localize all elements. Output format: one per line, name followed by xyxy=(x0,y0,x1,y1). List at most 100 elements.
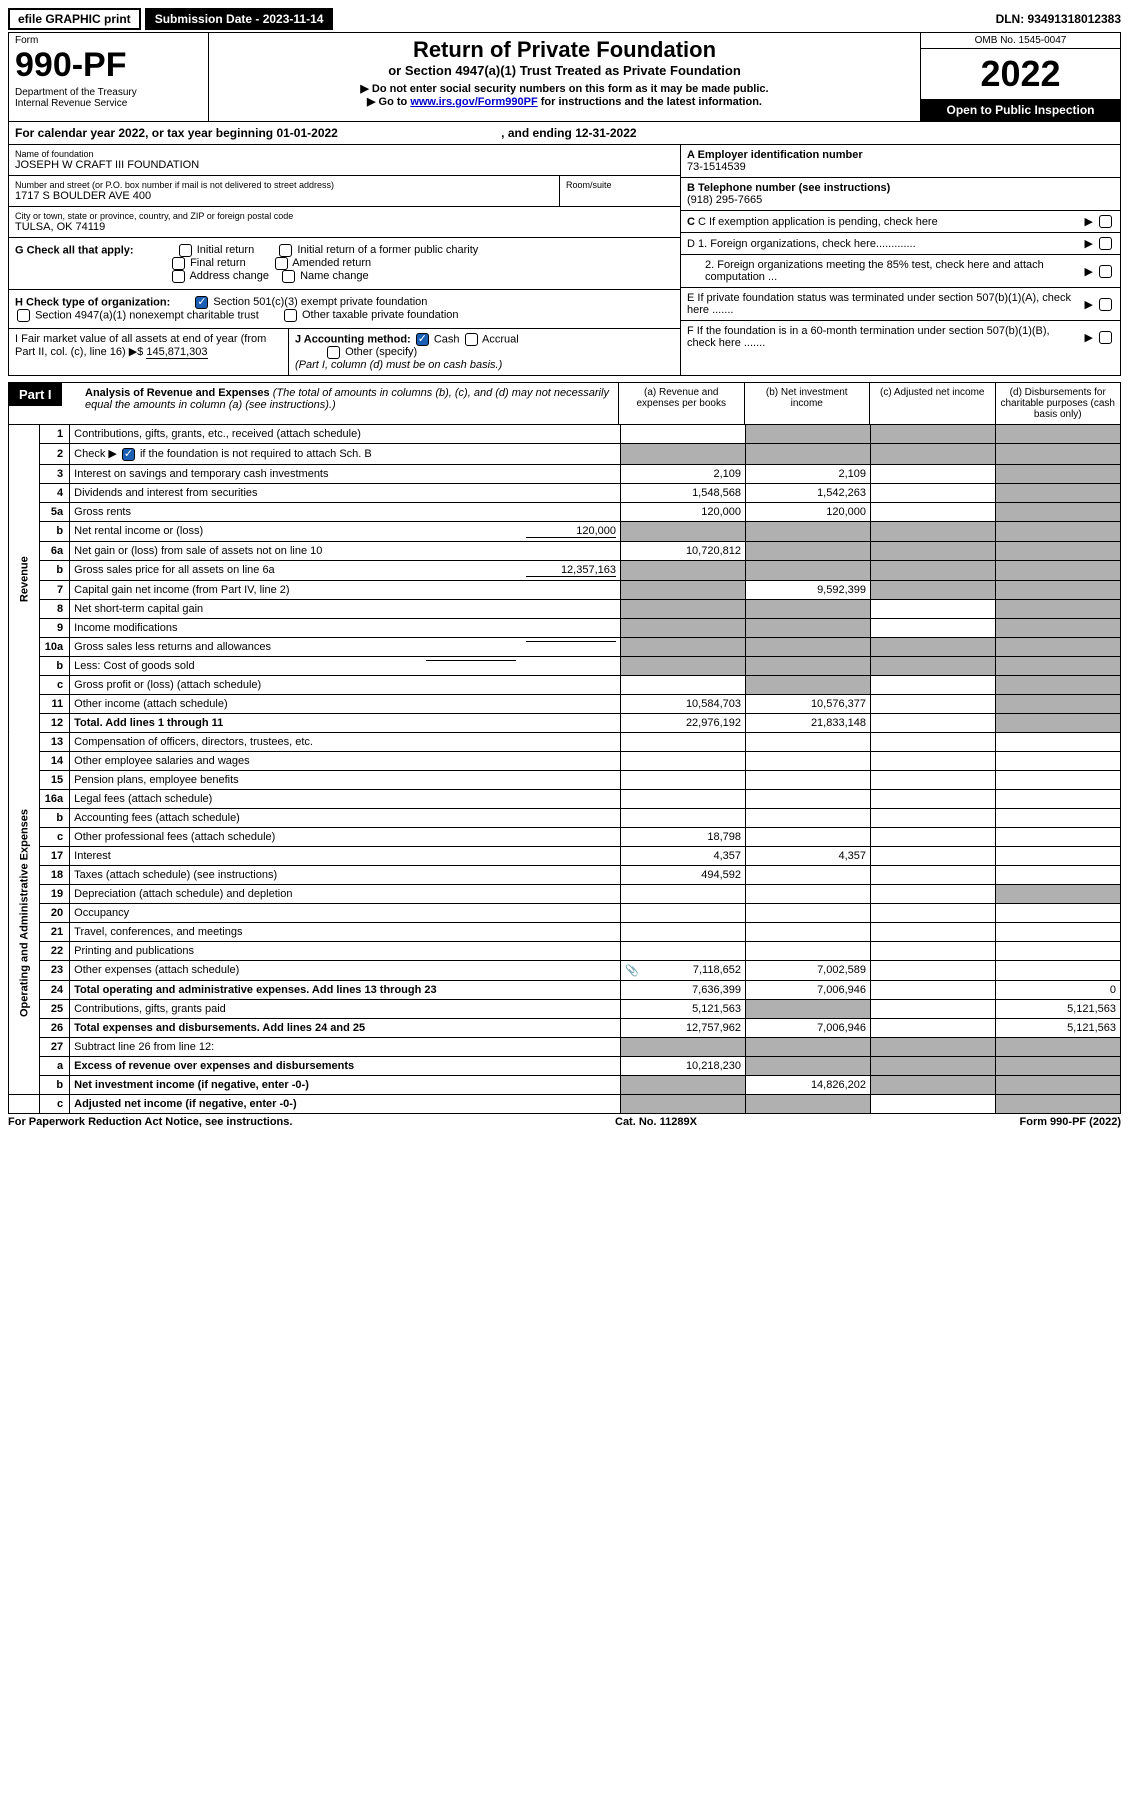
submission-date-box: Submission Date - 2023-11-14 xyxy=(145,8,334,30)
other-taxable-checkbox[interactable] xyxy=(284,309,297,322)
form-number: 990-PF xyxy=(15,46,202,85)
l20-desc: Occupancy xyxy=(70,903,621,922)
initial-return-checkbox[interactable] xyxy=(179,244,192,257)
4947a1-checkbox[interactable] xyxy=(17,309,30,322)
table-row: Revenue 1Contributions, gifts, grants, e… xyxy=(9,425,1121,444)
form-subtitle: or Section 4947(a)(1) Trust Treated as P… xyxy=(217,63,912,78)
top-bar: efile GRAPHIC print Submission Date - 20… xyxy=(8,8,1121,30)
l25-desc: Contributions, gifts, grants paid xyxy=(70,999,621,1018)
name-change-checkbox[interactable] xyxy=(282,270,295,283)
l16b-desc: Accounting fees (attach schedule) xyxy=(70,808,621,827)
footer-right: Form 990-PF (2022) xyxy=(1020,1116,1121,1128)
final-return-checkbox[interactable] xyxy=(172,257,185,270)
table-row: 25Contributions, gifts, grants paid 5,12… xyxy=(9,999,1121,1018)
l10a-desc: Gross sales less returns and allowances xyxy=(70,637,621,656)
omb-number: OMB No. 1545-0047 xyxy=(921,33,1120,49)
l26-desc: Total expenses and disbursements. Add li… xyxy=(70,1018,621,1037)
l11-a: 10,584,703 xyxy=(621,694,746,713)
form-header-left: Form 990-PF Department of the Treasury I… xyxy=(9,33,209,121)
l2-post: if the foundation is not required to att… xyxy=(140,448,372,460)
l3-desc: Interest on savings and temporary cash i… xyxy=(70,464,621,483)
l27a-a: 10,218,230 xyxy=(621,1056,746,1075)
l27-desc: Subtract line 26 from line 12: xyxy=(70,1037,621,1056)
j-label: J Accounting method: xyxy=(295,333,411,345)
l4-b: 1,542,263 xyxy=(746,483,871,502)
arrow-icon: ▶ xyxy=(1085,237,1093,250)
table-row: 5aGross rents 120,000120,000 xyxy=(9,502,1121,521)
c-checkbox[interactable] xyxy=(1099,215,1112,228)
g-opt-4: Address change xyxy=(189,270,269,282)
room-cell: Room/suite xyxy=(560,176,680,206)
table-row: 26Total expenses and disbursements. Add … xyxy=(9,1018,1121,1037)
cash-checkbox[interactable] xyxy=(416,333,429,346)
g-check-row: G Check all that apply: Initial return I… xyxy=(9,238,680,290)
amended-return-checkbox[interactable] xyxy=(275,257,288,270)
d1-text: D 1. Foreign organizations, check here..… xyxy=(687,238,1081,250)
accrual-checkbox[interactable] xyxy=(465,333,478,346)
form-header-right: OMB No. 1545-0047 2022 Open to Public In… xyxy=(920,33,1120,121)
i-cell: I Fair market value of all assets at end… xyxy=(9,329,289,375)
l12-a: 22,976,192 xyxy=(621,713,746,732)
l13-desc: Compensation of officers, directors, tru… xyxy=(70,732,621,751)
phone-cell: B Telephone number (see instructions) (9… xyxy=(681,178,1120,211)
table-row: 11Other income (attach schedule) 10,584,… xyxy=(9,694,1121,713)
l27a-desc: Excess of revenue over expenses and disb… xyxy=(70,1056,621,1075)
j-note: (Part I, column (d) must be on cash basi… xyxy=(295,359,502,371)
l2-pre: Check ▶ xyxy=(74,448,117,460)
table-row: 2Check ▶ if the foundation is not requir… xyxy=(9,444,1121,465)
form990pf-link[interactable]: www.irs.gov/Form990PF xyxy=(410,96,537,108)
l26-b: 7,006,946 xyxy=(746,1018,871,1037)
e-checkbox[interactable] xyxy=(1099,298,1112,311)
d2-checkbox[interactable] xyxy=(1099,265,1112,278)
form-title: Return of Private Foundation xyxy=(217,37,912,63)
l16a-desc: Legal fees (attach schedule) xyxy=(70,789,621,808)
l5a-b: 120,000 xyxy=(746,502,871,521)
other-specify-checkbox[interactable] xyxy=(327,346,340,359)
l27c-desc: Adjusted net income (if negative, enter … xyxy=(70,1094,621,1113)
table-row: cGross profit or (loss) (attach schedule… xyxy=(9,675,1121,694)
b-label: B Telephone number (see instructions) xyxy=(687,182,890,194)
table-row: 23Other expenses (attach schedule) 📎7,11… xyxy=(9,960,1121,980)
l24-desc: Total operating and administrative expen… xyxy=(70,980,621,999)
initial-return-former-checkbox[interactable] xyxy=(279,244,292,257)
arrow-icon: ▶ xyxy=(1085,298,1093,311)
l24-a: 7,636,399 xyxy=(621,980,746,999)
col-a-header: (a) Revenue and expenses per books xyxy=(619,383,745,424)
l23-b: 7,002,589 xyxy=(746,960,871,980)
attachment-icon[interactable]: 📎 xyxy=(625,964,639,977)
l6b-desc: Gross sales price for all assets on line… xyxy=(70,560,621,580)
d2-row: 2. Foreign organizations meeting the 85%… xyxy=(681,255,1120,288)
table-row: 15Pension plans, employee benefits xyxy=(9,770,1121,789)
table-row: 12Total. Add lines 1 through 11 22,976,1… xyxy=(9,713,1121,732)
table-row: 16aLegal fees (attach schedule) xyxy=(9,789,1121,808)
l27b-desc: Net investment income (if negative, ente… xyxy=(70,1075,621,1094)
part1-header-left: Part I Analysis of Revenue and Expenses … xyxy=(9,383,619,424)
h-check-row: H Check type of organization: Section 50… xyxy=(9,290,680,329)
address-change-checkbox[interactable] xyxy=(172,270,185,283)
d1-checkbox[interactable] xyxy=(1099,237,1112,250)
501c3-checkbox[interactable] xyxy=(195,296,208,309)
note2-pre: ▶ Go to xyxy=(367,96,410,108)
table-row: 6aNet gain or (loss) from sale of assets… xyxy=(9,541,1121,560)
h-label: H Check type of organization: xyxy=(15,296,170,308)
name-label: Name of foundation xyxy=(15,149,674,159)
i-j-row: I Fair market value of all assets at end… xyxy=(9,329,680,375)
f-checkbox[interactable] xyxy=(1099,331,1112,344)
table-row: 27Subtract line 26 from line 12: xyxy=(9,1037,1121,1056)
col-d-header: (d) Disbursements for charitable purpose… xyxy=(996,383,1121,424)
department-label: Department of the Treasury Internal Reve… xyxy=(15,87,202,109)
part1-title: Analysis of Revenue and Expenses xyxy=(85,387,270,399)
l6b-val: 12,357,163 xyxy=(526,564,616,577)
l19-desc: Depreciation (attach schedule) and deple… xyxy=(70,884,621,903)
city-label: City or town, state or province, country… xyxy=(15,211,674,221)
g-opt-1: Initial return of a former public charit… xyxy=(297,244,478,256)
l23-a: 7,118,652 xyxy=(693,964,741,976)
table-row: bNet rental income or (loss) 120,000 xyxy=(9,521,1121,541)
info-grid: Name of foundation JOSEPH W CRAFT III FO… xyxy=(8,145,1121,376)
table-row: 19Depreciation (attach schedule) and dep… xyxy=(9,884,1121,903)
g-opt-2: Final return xyxy=(190,257,246,269)
schb-checkbox[interactable] xyxy=(122,448,135,461)
addr-label: Number and street (or P.O. box number if… xyxy=(15,180,553,190)
table-row: bGross sales price for all assets on lin… xyxy=(9,560,1121,580)
calyear-mid: , and ending xyxy=(498,126,575,140)
